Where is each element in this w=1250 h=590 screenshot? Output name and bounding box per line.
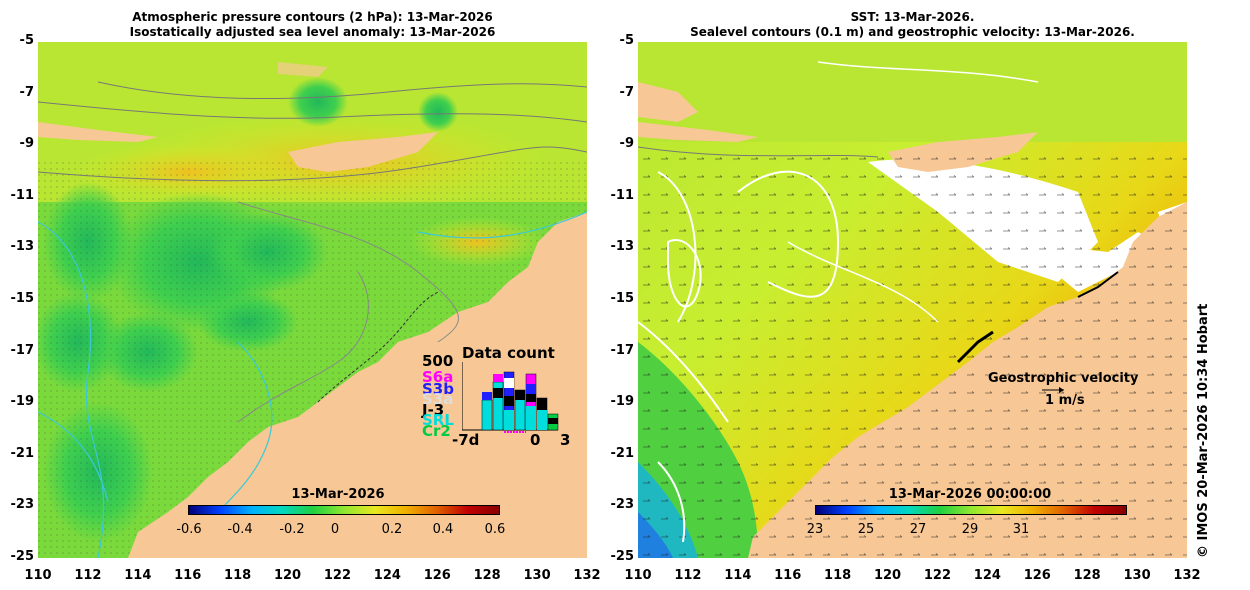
right-x-tick: 122 xyxy=(923,568,952,583)
right-colorbar-tick: 27 xyxy=(909,522,927,537)
right-map-graphic xyxy=(638,42,1187,558)
mission-s6a: S6a xyxy=(422,368,454,386)
left-y-tick: -23 xyxy=(10,497,35,513)
data-count-x-end: 3 xyxy=(560,431,571,449)
mission-s3b: S3b xyxy=(422,380,454,398)
right-x-tick: 124 xyxy=(973,568,1001,583)
right-y-tick: -9 xyxy=(619,136,634,152)
left-colorbar-tick: -0.4 xyxy=(227,522,253,537)
right-colorbar-date: 13-Mar-2026 00:00:00 xyxy=(888,487,1052,502)
right-x-tick: 130 xyxy=(1123,568,1151,583)
left-colorbar-tick: 0 xyxy=(330,522,340,537)
right-x-tick: 126 xyxy=(1023,568,1051,583)
left-y-tick: -17 xyxy=(10,342,35,358)
right-title-line2: Sealevel contours (0.1 m) and geostrophi… xyxy=(690,25,1135,39)
right-colorbar-tick: 31 xyxy=(1012,522,1030,537)
right-x-tick: 118 xyxy=(824,568,852,583)
left-y-tick: -15 xyxy=(10,291,35,306)
left-x-tick: 116 xyxy=(174,568,202,583)
left-title-line2: Isostatically adjusted sea level anomaly… xyxy=(129,25,496,39)
right-y-tick: -23 xyxy=(610,497,635,513)
right-x-tick: 120 xyxy=(873,568,902,583)
data-count-max: 500 xyxy=(422,352,454,370)
left-x-tick: 114 xyxy=(124,568,152,583)
right-y-tick: -17 xyxy=(610,342,635,358)
right-y-tick: -5 xyxy=(619,33,634,48)
left-x-tick: 132 xyxy=(573,568,601,583)
left-colorbar xyxy=(188,505,500,515)
right-y-tick: -13 xyxy=(610,239,635,255)
data-count-title: Data count xyxy=(462,344,555,362)
mission-s3a: S3a xyxy=(422,390,454,408)
left-map-graphic xyxy=(38,42,587,558)
left-x-tick: 128 xyxy=(473,568,501,583)
left-y-tick: -5 xyxy=(19,33,34,48)
left-x-tick: 130 xyxy=(523,568,551,583)
left-title: Atmospheric pressure contours (2 hPa): 1… xyxy=(38,10,587,40)
left-x-tick: 122 xyxy=(323,568,352,583)
left-x-tick: 112 xyxy=(74,568,102,583)
right-map-sst[interactable] xyxy=(638,42,1187,558)
left-x-tick: 118 xyxy=(224,568,252,583)
left-y-tick: -9 xyxy=(19,136,34,152)
left-y-tick: -19 xyxy=(10,394,35,410)
left-x-tick: 120 xyxy=(273,568,302,583)
right-y-tick: -15 xyxy=(610,291,635,306)
left-colorbar-tick: -0.2 xyxy=(279,522,305,537)
left-y-tick: -21 xyxy=(10,445,35,461)
left-x-tick: 126 xyxy=(423,568,451,583)
left-x-tick: 110 xyxy=(24,568,52,583)
left-y-tick: -11 xyxy=(10,187,35,203)
copyright-label: © IMOS 20-Mar-2026 10:34 Hobart xyxy=(1196,303,1211,558)
right-title: SST: 13-Mar-2026. Sealevel contours (0.1… xyxy=(638,10,1187,40)
velocity-scale-arrow xyxy=(1042,387,1064,393)
right-x-tick: 132 xyxy=(1173,568,1201,583)
mission-srl: SRL xyxy=(422,411,454,429)
right-title-line1: SST: 13-Mar-2026. xyxy=(850,10,975,24)
left-y-tick: -7 xyxy=(19,84,34,100)
data-count-x-zero: 0 xyxy=(530,431,541,449)
left-colorbar-date: 13-Mar-2026 xyxy=(291,487,385,502)
right-x-tick: 112 xyxy=(674,568,702,583)
right-colorbar-tick: 29 xyxy=(961,522,979,537)
left-title-line1: Atmospheric pressure contours (2 hPa): 1… xyxy=(132,10,493,24)
left-colorbar-tick: 0.4 xyxy=(432,522,454,537)
left-colorbar-tick: 0.6 xyxy=(484,522,506,537)
data-count-x-start: -7d xyxy=(452,431,480,449)
right-colorbar-tick: 25 xyxy=(857,522,875,537)
right-y-tick: -11 xyxy=(610,187,635,203)
right-x-tick: 116 xyxy=(774,568,802,583)
data-count-histogram xyxy=(462,362,559,433)
right-y-tick: -19 xyxy=(610,394,635,410)
left-y-tick: -25 xyxy=(10,549,35,564)
mission-cr2: Cr2 xyxy=(422,422,451,440)
histogram-bars xyxy=(481,371,559,431)
right-x-tick: 110 xyxy=(624,568,652,583)
right-colorbar-tick: 23 xyxy=(806,522,824,537)
left-y-tick: -13 xyxy=(10,239,35,255)
velocity-legend-label: Geostrophic velocity xyxy=(988,371,1139,386)
right-y-tick: -25 xyxy=(610,549,635,564)
right-y-tick: -21 xyxy=(610,445,635,461)
left-x-tick: 124 xyxy=(373,568,401,583)
right-x-tick: 128 xyxy=(1073,568,1101,583)
left-colorbar-tick: 0.2 xyxy=(381,522,403,537)
right-y-tick: -7 xyxy=(619,84,634,100)
right-colorbar xyxy=(815,505,1127,515)
velocity-scale-label: 1 m/s xyxy=(1045,393,1085,408)
left-map-sea-level-anomaly[interactable] xyxy=(38,42,587,558)
right-x-tick: 114 xyxy=(724,568,752,583)
left-colorbar-tick: -0.6 xyxy=(176,522,202,537)
mission-j3: J-3 xyxy=(422,401,445,419)
